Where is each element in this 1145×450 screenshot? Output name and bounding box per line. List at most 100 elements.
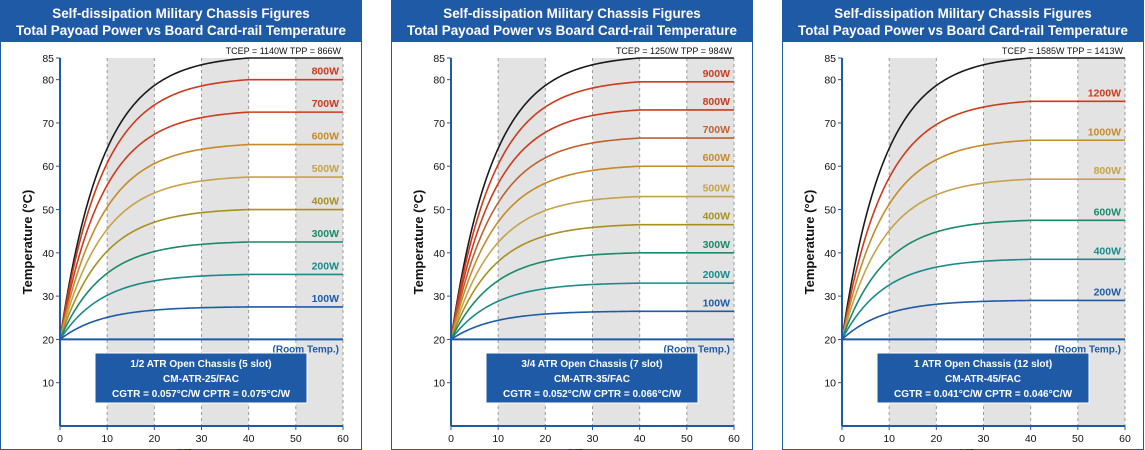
series-line: [450, 137, 734, 340]
series-label: 600W: [1094, 206, 1122, 218]
x-tick-label: 20: [930, 433, 942, 445]
series-line: [450, 195, 734, 340]
x-axis-label: Minutes: [568, 447, 617, 450]
chassis-info-box: [94, 352, 308, 404]
x-tick-label: 60: [1119, 433, 1131, 445]
series-line: [841, 299, 1125, 341]
x-tick-label: 30: [587, 433, 599, 445]
series-label: 500W: [312, 163, 340, 175]
panel-header: Self-dissipation Military Chassis Figure…: [391, 0, 753, 42]
series-line: [450, 57, 734, 340]
x-tick-label: 0: [839, 433, 845, 445]
series-line: [841, 219, 1125, 340]
series-line: [450, 223, 734, 340]
y-axis-label: Temperature (°C): [20, 190, 35, 295]
chart-subtitle: Total Payoad Power vs Board Card-rail Te…: [407, 23, 737, 38]
chart-title: Self-dissipation Military Chassis Figure…: [52, 6, 310, 21]
series-line: [450, 81, 734, 340]
chassis-info-line: CM-ATR-25/FAC: [163, 374, 239, 385]
y-tick-label: 80: [824, 75, 836, 87]
x-tick-label: 40: [634, 433, 646, 445]
y-tick-label: 60: [42, 161, 54, 173]
chassis-info-box: [876, 352, 1090, 404]
chart-panel-three-quarter-atr: Self-dissipation Military Chassis Figure…: [391, 0, 753, 450]
series-line: [59, 306, 343, 341]
series-line: [59, 57, 343, 340]
x-tick-label: 10: [492, 433, 504, 445]
series-label: 100W: [703, 297, 731, 309]
series-label: 400W: [312, 196, 340, 208]
series-label: 700W: [312, 98, 340, 110]
y-tick-label: 10: [42, 378, 54, 390]
chart-subtitle: Total Payoad Power vs Board Card-rail Te…: [798, 23, 1128, 38]
chart-svg: 1200W 1000W 800W 600W 400W 200W (Room Temp.) TC…: [802, 46, 1131, 450]
x-tick-label: 50: [1072, 433, 1084, 445]
x-tick-label: 60: [337, 433, 349, 445]
series-label: 700W: [703, 124, 731, 136]
y-tick-label: 20: [824, 334, 836, 346]
chassis-info-box: [485, 352, 699, 404]
series-line: [450, 282, 734, 340]
y-tick-label: 85: [42, 53, 54, 65]
series-line: [59, 273, 343, 340]
y-tick-label: 30: [42, 291, 54, 303]
chassis-info-line: CM-ATR-45/FAC: [945, 374, 1021, 385]
chart-svg: 800W 700W 600W 500W 400W 300W 200W 100W (Room Te…: [20, 46, 349, 450]
y-tick-label: 70: [42, 118, 54, 130]
series-line: [59, 176, 343, 340]
y-tick-label: 30: [824, 291, 836, 303]
chassis-info-line: CGTR = 0.057°C/W CPTR = 0.075°C/W: [112, 389, 291, 400]
y-tick-label: 60: [433, 161, 445, 173]
x-axis-label: Minutes: [959, 447, 1008, 450]
series-line: [59, 241, 343, 340]
panel-header: Self-dissipation Military Chassis Figure…: [0, 0, 362, 42]
y-tick-label: 80: [42, 75, 54, 87]
series-label: 600W: [312, 131, 340, 143]
room-temp-label: (Room Temp.): [664, 344, 730, 355]
chart-panel-one-atr: Self-dissipation Military Chassis Figure…: [782, 0, 1144, 450]
chassis-info-line: CGTR = 0.041°C/W CPTR = 0.046°C/W: [894, 389, 1073, 400]
series-line: [450, 252, 734, 340]
x-axis-label: Minutes: [177, 447, 226, 450]
chart-title: Self-dissipation Military Chassis Figure…: [443, 6, 701, 21]
panel-header: Self-dissipation Military Chassis Figure…: [782, 0, 1144, 42]
y-tick-label: 60: [824, 161, 836, 173]
y-tick-label: 20: [433, 334, 445, 346]
chassis-info-line: 1/2 ATR Open Chassis (5 slot): [130, 359, 271, 370]
series-label: 400W: [703, 211, 731, 223]
x-tick-label: 10: [883, 433, 895, 445]
tcep-tpp-label: TCEP = 1250W TPP = 984W: [616, 46, 733, 56]
x-tick-label: 30: [978, 433, 990, 445]
chart-svg: 900W 800W 700W 600W 500W 400W 300W 200W 100W (Roo…: [411, 46, 740, 450]
x-tick-label: 20: [539, 433, 551, 445]
y-tick-label: 10: [433, 378, 445, 390]
series-label: 300W: [703, 239, 731, 251]
series-label: 200W: [312, 260, 340, 272]
series-line: [59, 143, 343, 340]
y-tick-label: 80: [433, 75, 445, 87]
chart-subtitle: Total Payoad Power vs Board Card-rail Te…: [16, 23, 346, 38]
y-axis-label: Temperature (°C): [411, 190, 426, 295]
series-line: [841, 258, 1125, 340]
chart-panel-half-atr: Self-dissipation Military Chassis Figure…: [0, 0, 362, 450]
series-line: [841, 100, 1125, 340]
series-label: 500W: [703, 183, 731, 195]
y-tick-label: 40: [433, 248, 445, 260]
y-tick-label: 85: [824, 53, 836, 65]
y-tick-label: 20: [42, 334, 54, 346]
x-tick-label: 30: [196, 433, 208, 445]
y-tick-label: 50: [433, 205, 445, 217]
series-label: 200W: [703, 269, 731, 281]
y-tick-label: 50: [42, 205, 54, 217]
y-tick-label: 30: [433, 291, 445, 303]
y-tick-label: 40: [42, 248, 54, 260]
series-line: [59, 111, 343, 340]
series-label: 800W: [312, 66, 340, 78]
series-line: [59, 208, 343, 340]
y-tick-label: 85: [433, 53, 445, 65]
chassis-info-line: CM-ATR-35/FAC: [554, 374, 630, 385]
x-tick-label: 10: [101, 433, 113, 445]
series-line: [450, 310, 734, 341]
y-tick-label: 50: [824, 205, 836, 217]
series-label: 1000W: [1088, 126, 1121, 138]
